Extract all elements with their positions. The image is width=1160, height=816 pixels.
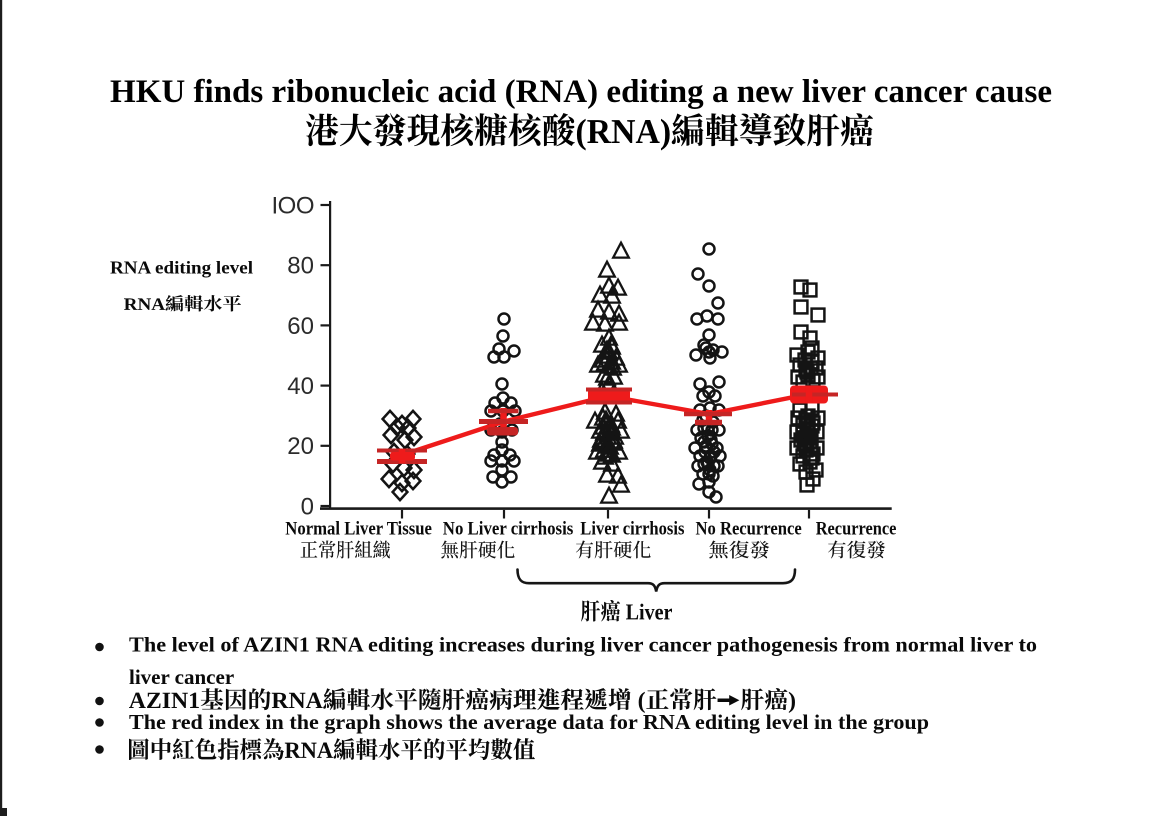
svg-text:80: 80: [287, 253, 314, 280]
svg-text:40: 40: [287, 373, 314, 400]
svg-text:60: 60: [287, 313, 314, 340]
svg-text:IOO: IOO: [271, 192, 314, 219]
svg-text:Recurrence: Recurrence: [816, 518, 897, 539]
svg-text:No Liver cirrhosis: No Liver cirrhosis: [443, 518, 574, 539]
svg-text:RNA editing level: RNA editing level: [110, 258, 253, 278]
svg-text:The level of AZIN1 RNA editin: The level of AZIN1 RNA editing increases…: [129, 633, 1037, 657]
svg-text:HKU finds ribonucleic acid (RN: HKU finds ribonucleic acid (RNA) editing…: [110, 74, 1052, 110]
svg-text:No Recurrence: No Recurrence: [696, 518, 802, 539]
svg-text:Liver cirrhosis: Liver cirrhosis: [580, 518, 684, 539]
svg-text:0: 0: [301, 493, 314, 520]
svg-text:20: 20: [287, 433, 314, 460]
svg-text:liver cancer: liver cancer: [129, 665, 234, 689]
svg-text:The red index in the graph sho: The red index in the graph shows the ave…: [129, 710, 929, 734]
svg-text:Normal Liver Tissue: Normal Liver Tissue: [285, 518, 432, 539]
